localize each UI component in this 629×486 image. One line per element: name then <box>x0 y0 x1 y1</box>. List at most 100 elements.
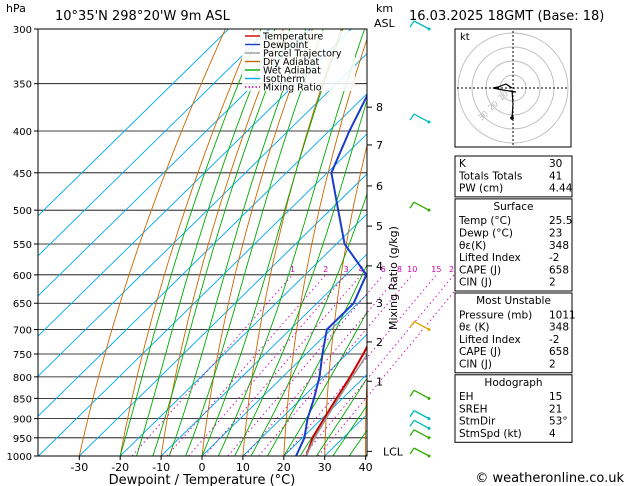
wind-barb-flag <box>409 447 415 455</box>
surface-label: CAPE (J) <box>459 264 501 276</box>
hodo_table-value: 21 <box>549 403 562 415</box>
height-tick-label: 2 <box>376 336 383 349</box>
dry-adiabat-line <box>201 29 313 456</box>
wind-barb-base <box>427 426 431 430</box>
series-line-temperature <box>305 344 367 456</box>
temperature-tick-label: 40 <box>359 461 373 474</box>
most_unstable-value: 348 <box>549 322 569 334</box>
legend-label: Parcel Trajectory <box>263 49 342 60</box>
isotherm-line <box>38 93 367 417</box>
wet-adiabat-line <box>316 377 367 456</box>
surface-value: 23 <box>549 228 562 240</box>
wet-adiabat-line <box>119 29 262 456</box>
isotherm-line <box>38 29 270 257</box>
isotherm-line <box>242 333 367 456</box>
most_unstable-label: Lifted Index <box>459 334 521 346</box>
pressure-tick-label: 900 <box>13 415 32 426</box>
x-axis-label: Dewpoint / Temperature (°C) <box>109 473 296 486</box>
series-line-dewpoint <box>295 93 367 456</box>
mixing-ratio-label: 6 <box>381 265 386 274</box>
most_unstable-label: CAPE (J) <box>459 346 501 358</box>
wind-barb-staff <box>413 113 430 123</box>
pressure-tick-label: 500 <box>13 206 32 217</box>
indices-label: K <box>459 158 467 170</box>
wind-barb-staff <box>413 20 430 30</box>
copyright-footer: © weatheronline.co.uk <box>475 471 624 486</box>
surface-value: 2 <box>549 277 556 289</box>
pressure-tick-label: 800 <box>13 373 32 384</box>
isotherm-line <box>38 29 311 297</box>
hodo_table-block <box>454 374 573 443</box>
skewt-axes: 3003504004505005506006507007508008509009… <box>7 25 404 474</box>
wind-barb-staff <box>413 389 430 399</box>
legend-label: Mixing Ratio <box>263 83 322 94</box>
hodograph-storm-point <box>510 116 514 120</box>
wet-adiabat-line <box>201 29 344 456</box>
surface-label: Temp (°C) <box>458 215 511 227</box>
pressure-tick-label: 550 <box>13 240 32 251</box>
hodograph-storm-vector <box>511 89 514 119</box>
hodograph-trace <box>492 83 517 93</box>
wind-barb-base <box>427 120 431 124</box>
wind-barb-staff <box>413 447 430 457</box>
wind-barb-flag <box>409 201 415 209</box>
wet-adiabat-line <box>136 29 276 456</box>
height-tick-label: 3 <box>376 297 383 310</box>
legend-label: Wet Adiabat <box>263 66 321 77</box>
isotherm-line <box>283 373 367 456</box>
wet-adiabat-line <box>234 99 367 456</box>
hodo_table-value: 15 <box>549 391 562 403</box>
hodo_table-label: SREH <box>459 403 488 415</box>
dry-adiabat-line <box>588 29 612 456</box>
wind-barb-flag <box>409 113 415 121</box>
most_unstable-block <box>454 292 573 374</box>
mixing-ratio-label: 1 <box>290 265 295 274</box>
wind-barb-flag <box>409 419 415 427</box>
indices-value: 4.44 <box>549 183 573 195</box>
pressure-tick-label: 750 <box>13 350 32 361</box>
wind-barb-base <box>427 417 431 421</box>
surface-value: -2 <box>549 252 559 264</box>
most_unstable-title: Most Unstable <box>476 295 551 307</box>
height-tick-label: 6 <box>376 180 383 193</box>
skewt-series <box>295 93 367 456</box>
dry-adiabat-line <box>365 373 367 456</box>
pressure-tick-label: 600 <box>13 271 32 282</box>
indices-label: PW (cm) <box>459 183 503 195</box>
indices-value: 41 <box>549 170 562 182</box>
wind-profile <box>409 20 431 458</box>
dry-adiabat-line <box>160 29 284 456</box>
wind-barb-base <box>427 396 431 400</box>
isotherm-line <box>201 293 367 456</box>
hodo_table-value: 4 <box>549 428 556 440</box>
wind-barb-flag <box>409 429 415 437</box>
hodo_table-title: Hodograph <box>484 377 542 389</box>
dry-adiabat-line <box>242 29 342 456</box>
wind-barb-base <box>427 27 431 31</box>
wind-barb-base <box>427 436 431 440</box>
pressure-tick-label: 650 <box>13 299 32 310</box>
mixing-ratio-label: 3 <box>344 265 349 274</box>
wind-barb-staff <box>413 201 430 211</box>
legend-label: Dewpoint <box>263 40 308 51</box>
height-unit-label: km <box>376 2 393 15</box>
mixing-ratio-line <box>302 274 455 457</box>
surface-value: 658 <box>549 264 569 276</box>
temperature-tick-label: 10 <box>236 461 250 474</box>
temperature-tick-label: -30 <box>70 461 88 474</box>
height-tick-label: 4 <box>376 260 383 273</box>
indices-block <box>454 155 573 198</box>
isotherm-line <box>38 133 367 456</box>
pressure-tick-label: 1000 <box>7 452 32 463</box>
surface-value: 25.5 <box>549 215 572 227</box>
timestamp-title: 16.03.2025 18GMT (Base: 18) <box>409 9 604 24</box>
most_unstable-label: θε (K) <box>459 322 490 334</box>
height-unit-asl: ASL <box>374 17 396 30</box>
wind-barb-base <box>427 208 431 212</box>
indices-label: Totals Totals <box>458 170 522 182</box>
mixing-ratio-label: 10 <box>407 265 417 274</box>
wet-adiabat-line <box>168 29 307 456</box>
temperature-tick-label: -20 <box>111 461 129 474</box>
isotherm-line <box>38 29 352 337</box>
